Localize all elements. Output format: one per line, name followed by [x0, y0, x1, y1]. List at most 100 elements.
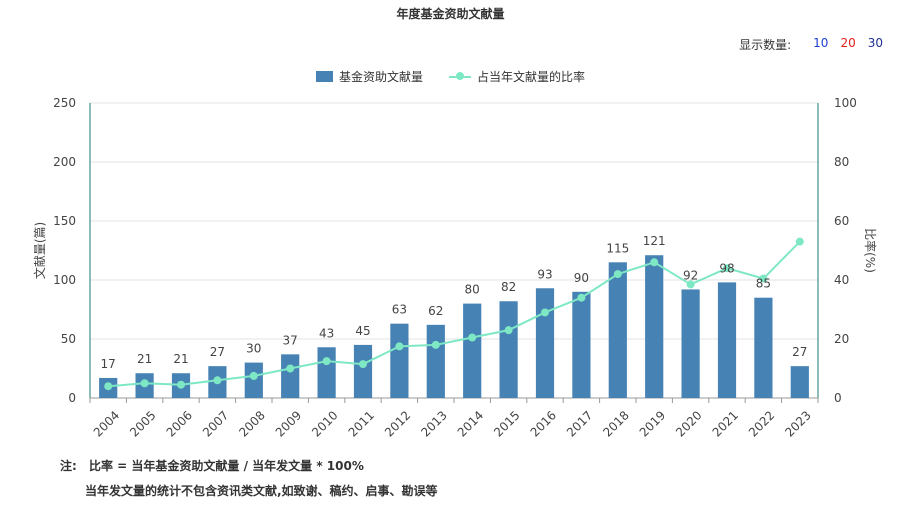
bar-value-label: 121	[643, 234, 666, 248]
y-right-tick-label: 0	[834, 391, 842, 405]
ratio-point	[359, 360, 367, 369]
bar	[608, 262, 627, 398]
bar-value-label: 85	[756, 277, 771, 291]
bar-value-label: 45	[355, 324, 370, 338]
bar	[572, 291, 591, 398]
bar-value-label: 82	[501, 280, 516, 294]
bar-value-label: 115	[606, 241, 629, 255]
legend-line-label: 占当年文献量的比率	[477, 70, 586, 84]
ratio-point	[541, 308, 549, 317]
y-right-tick-label: 40	[834, 273, 849, 287]
ratio-point	[795, 237, 804, 246]
bar	[499, 301, 518, 398]
bar	[281, 354, 300, 398]
chart-notes: 注: 比率 = 当年基金资助文献量 / 当年发文量 * 100% 当年发文量的统…	[60, 458, 438, 508]
bar-value-label: 80	[465, 283, 480, 297]
legend-bar-label: 基金资助文献量	[338, 70, 423, 84]
y-right-tick-label: 80	[834, 155, 849, 169]
ratio-point	[140, 379, 149, 388]
ratio-point	[177, 380, 185, 389]
bar-value-label: 27	[210, 345, 225, 359]
ratio-point	[504, 326, 513, 335]
y-tick-label: 150	[53, 214, 76, 228]
x-tick-label: 2009	[273, 408, 304, 439]
x-tick-label: 2021	[710, 408, 741, 439]
x-tick-label: 2016	[528, 408, 559, 439]
bar-layer	[99, 255, 809, 398]
legend-line-swatch-icon	[449, 71, 471, 82]
y-tick-label: 0	[68, 391, 76, 405]
bar	[390, 323, 409, 398]
label-layer: 17 21 21 27 30 37 43 45 63 62 80 82 93 90 115 121 92 98 85…	[101, 234, 808, 371]
bar	[463, 303, 482, 398]
ratio-point	[249, 371, 258, 380]
x-tick-label: 2019	[637, 408, 668, 439]
ratio-point	[468, 333, 477, 342]
ratio-point	[431, 340, 440, 349]
ratio-point	[759, 274, 768, 283]
bar-value-label: 62	[428, 304, 443, 318]
x-tick-label: 2006	[164, 408, 195, 439]
bar	[317, 347, 336, 398]
ratio-point	[613, 270, 622, 279]
bar-value-label: 63	[392, 303, 407, 317]
ratio-series-line	[108, 240, 801, 388]
bar-value-label: 43	[319, 326, 334, 340]
y-tick-label: 250	[53, 96, 76, 110]
x-tick-label: 2023	[782, 408, 813, 439]
display-count-label: 显示数量:	[739, 38, 792, 52]
bar	[681, 289, 700, 398]
x-tick-label: 2018	[600, 408, 631, 439]
x-tick-label: 2014	[455, 408, 486, 439]
x-tick-label: 2020	[673, 408, 704, 439]
notes-line1: 比率 = 当年基金资助文献量 / 当年发文量 * 100%	[89, 459, 364, 473]
y-axis-title: 文献量(篇)	[32, 222, 47, 279]
ratio-point	[395, 342, 404, 351]
bar	[426, 324, 445, 398]
x-tick-label: 2015	[491, 408, 522, 439]
ratio-point	[104, 382, 113, 391]
notes-prefix: 注:	[60, 459, 77, 473]
bar-value-label: 37	[283, 333, 298, 347]
count-option-30[interactable]: 30	[867, 36, 883, 50]
grid-layer	[90, 102, 818, 340]
bar	[754, 297, 773, 398]
ratio-point	[577, 293, 586, 302]
ratio-point	[650, 258, 659, 267]
line-layer	[104, 237, 804, 391]
bar	[535, 288, 555, 398]
legend-item-line[interactable]: 占当年文献量的比率	[449, 68, 585, 85]
y-right-tick-label: 60	[834, 214, 849, 228]
ratio-point	[286, 364, 295, 373]
bar-value-label: 30	[246, 342, 261, 356]
y-right-axis-title: 比率(%)	[863, 228, 878, 273]
chart-legend: 基金资助文献量 占当年文献量的比率	[0, 68, 901, 85]
notes-line2: 当年发文量的统计不包含资讯类文献,如致谢、稿约、启事、勘误等	[85, 484, 438, 498]
y-tick-label: 50	[61, 332, 76, 346]
x-tick-label: 2007	[200, 408, 231, 439]
y-right-tick-label: 100	[834, 96, 857, 110]
count-option-20[interactable]: 20	[840, 36, 856, 50]
y-tick-label: 100	[53, 273, 76, 287]
legend-item-bar[interactable]: 基金资助文献量	[315, 68, 423, 85]
bar-value-label: 93	[537, 267, 552, 281]
x-tick-label: 2004	[91, 408, 122, 439]
bar-value-label: 92	[683, 268, 698, 282]
x-tick-label: 2005	[127, 408, 158, 439]
bar	[353, 344, 373, 398]
bar	[790, 366, 809, 398]
bar	[717, 282, 737, 398]
y-tick-label: 200	[53, 155, 76, 169]
x-tick-label: 2011	[346, 408, 377, 439]
x-tick-label: 2017	[564, 408, 595, 439]
x-tick-label: 2013	[418, 408, 449, 439]
bar	[645, 255, 664, 398]
ratio-point	[322, 357, 331, 366]
bar-value-label: 27	[792, 345, 807, 359]
bar-value-label: 90	[574, 271, 589, 285]
bar	[244, 362, 263, 398]
y-right-tick-label: 20	[834, 332, 849, 346]
count-option-10[interactable]: 10	[813, 36, 829, 50]
